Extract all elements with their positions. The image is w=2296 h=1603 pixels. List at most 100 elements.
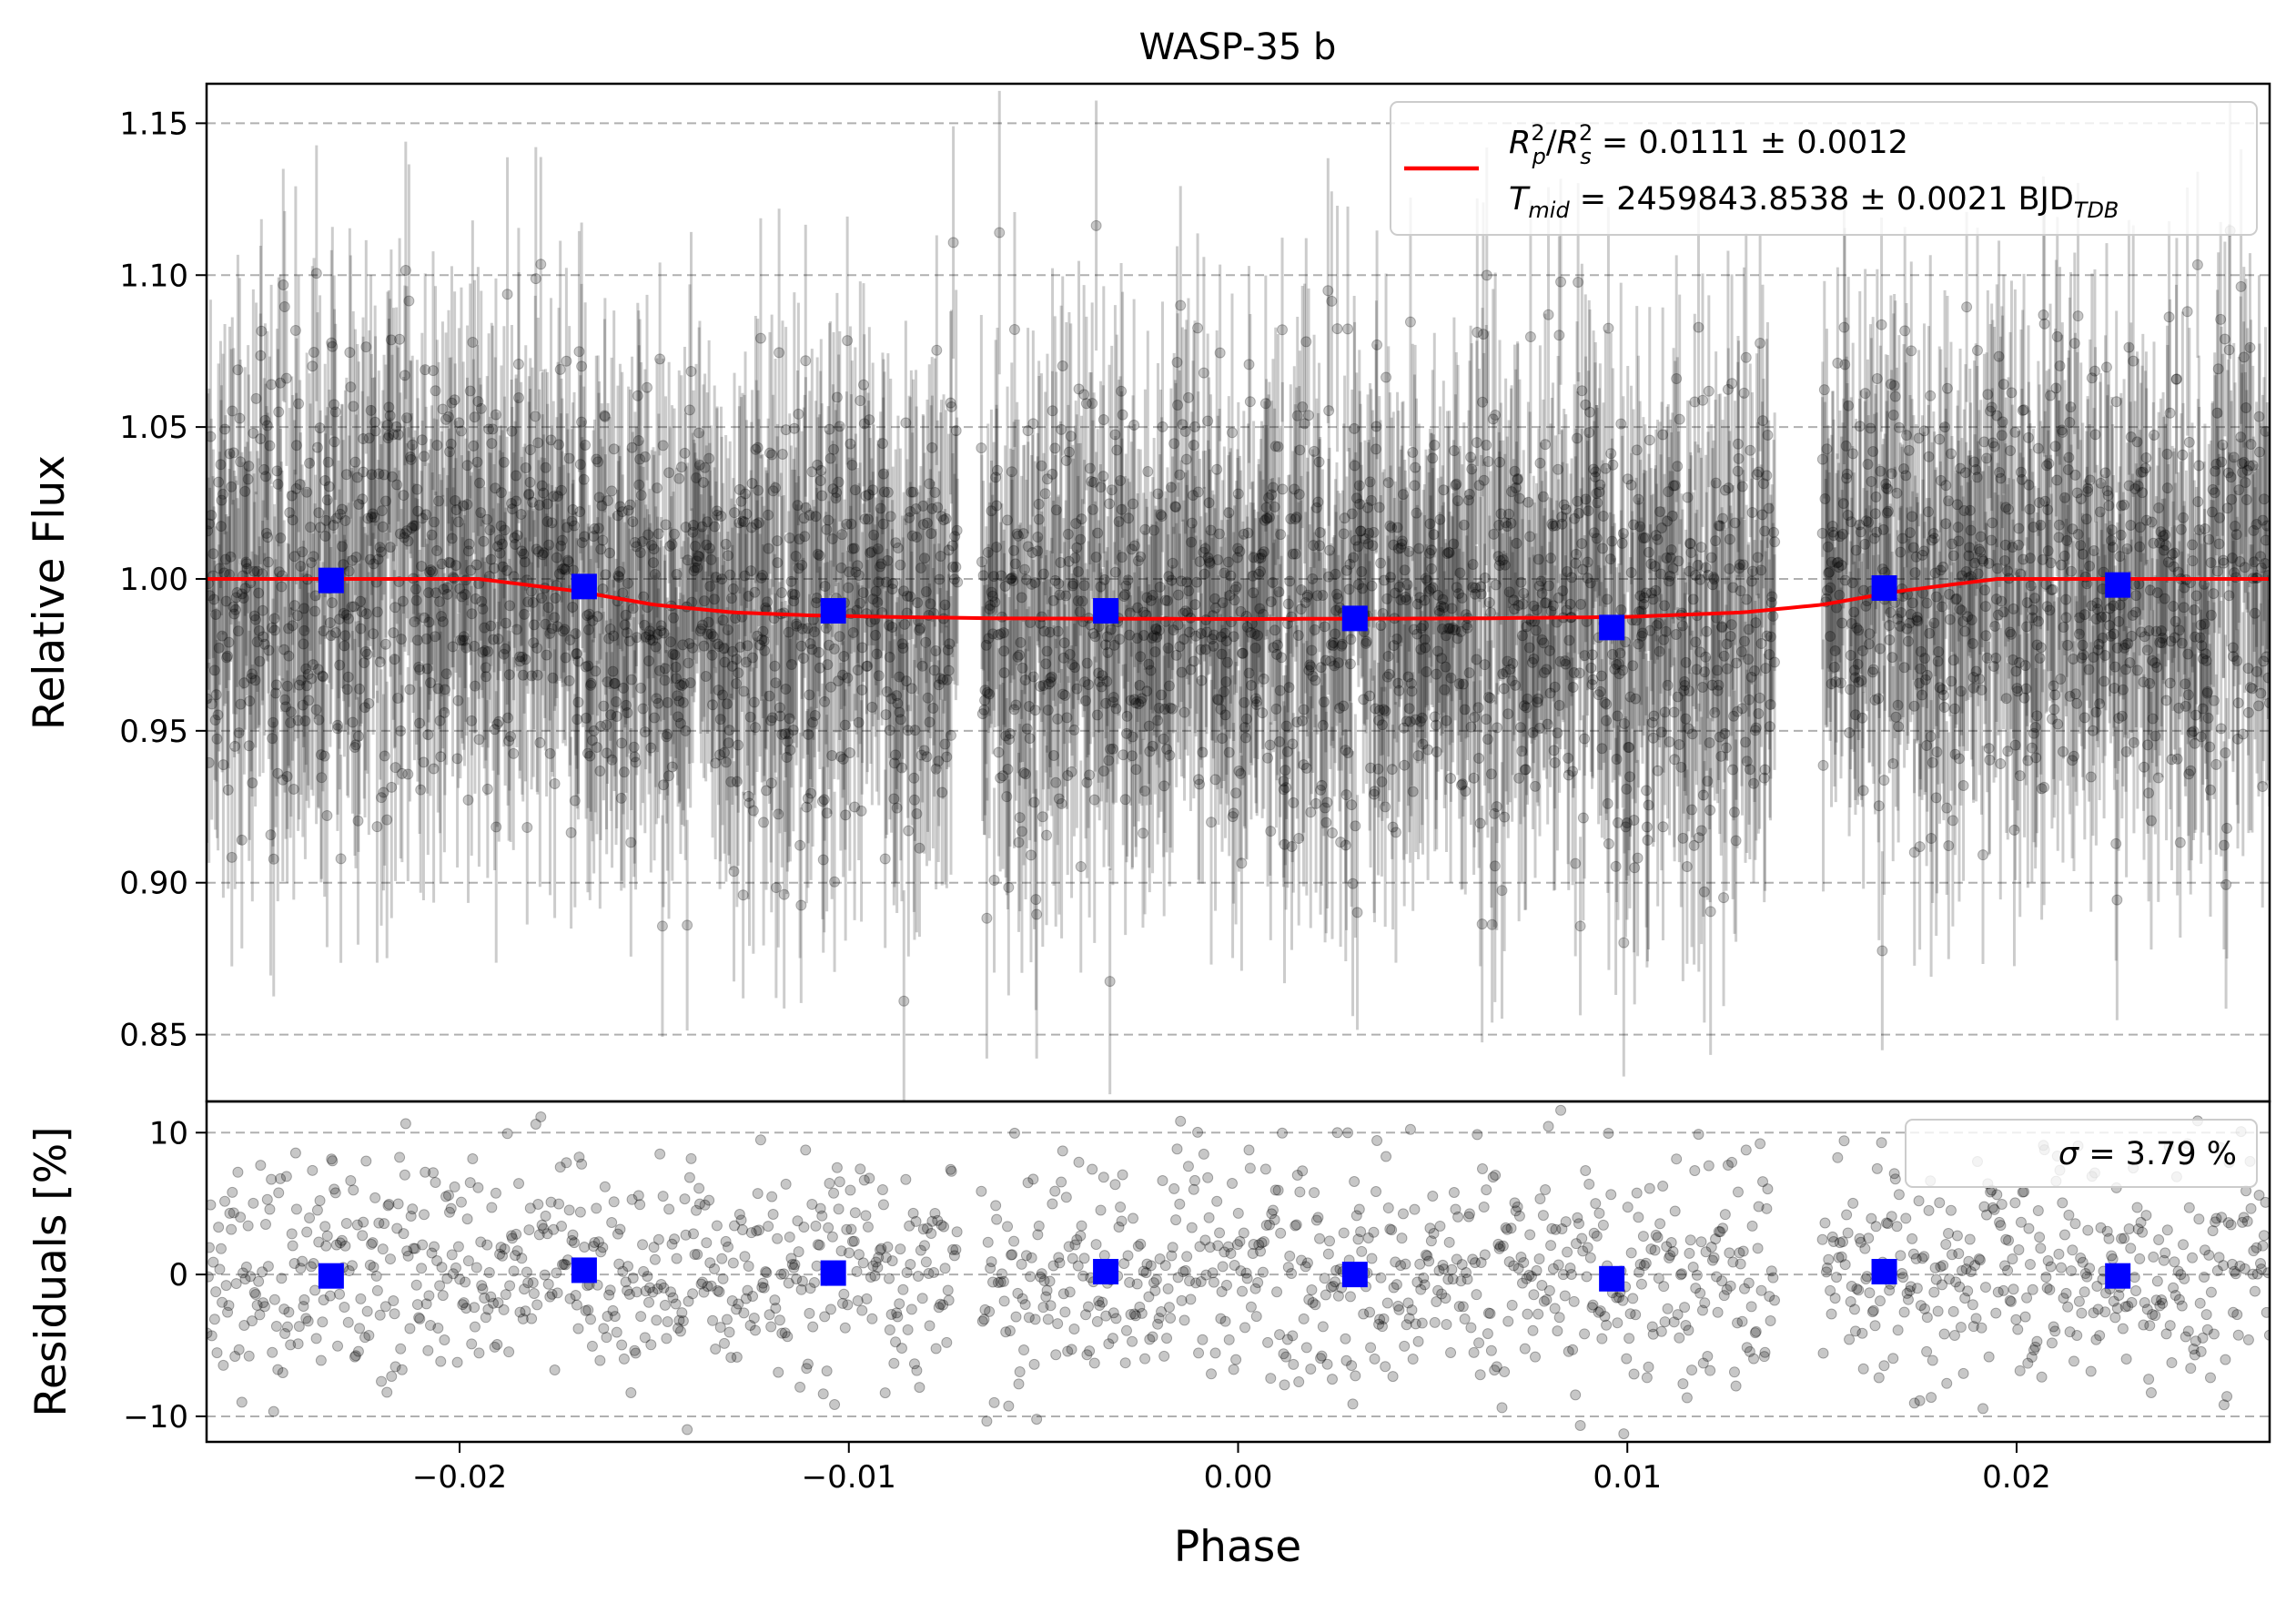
flux-point [549, 777, 561, 789]
flux-point [441, 588, 453, 600]
flux-point [334, 614, 346, 625]
flux-point [1265, 826, 1277, 837]
flux-point [351, 472, 363, 483]
flux-point [280, 701, 292, 713]
flux-point [340, 469, 352, 481]
flux-point [349, 739, 361, 751]
flux-point [253, 587, 265, 599]
flux-point [1701, 625, 1713, 637]
flux-point [417, 512, 429, 524]
flux-point [454, 583, 466, 594]
flux-point [236, 588, 248, 600]
flux-point [251, 636, 263, 648]
flux-point [267, 733, 278, 745]
flux-point [903, 825, 915, 837]
flux-point [1137, 827, 1148, 839]
flux-point [1574, 920, 1586, 932]
flux-point [300, 663, 312, 675]
flux-point [207, 548, 219, 560]
flux-point [389, 602, 401, 614]
flux-point [249, 675, 261, 686]
flux-point [301, 680, 313, 692]
flux-point [343, 613, 355, 624]
flux-point [394, 528, 406, 540]
flux-point [363, 697, 375, 709]
flux-point [1303, 410, 1315, 421]
flux-point [1029, 705, 1041, 716]
flux-point [1244, 396, 1256, 408]
flux-point [656, 920, 668, 932]
flux-point [1607, 459, 1619, 471]
flux-point [435, 751, 447, 763]
flux-point [358, 433, 369, 445]
flux-point [399, 370, 410, 381]
flux-point [1703, 385, 1714, 397]
flux-point [1404, 316, 1416, 328]
flux-point [346, 601, 358, 613]
flux-point [453, 417, 465, 429]
flux-point [1087, 398, 1098, 410]
flux-point [521, 822, 533, 834]
flux-point [217, 630, 228, 642]
flux-point [1489, 860, 1501, 872]
flux-point [309, 605, 321, 617]
flux-point [383, 430, 395, 441]
flux-point [355, 595, 367, 607]
flux-point [213, 476, 225, 488]
flux-point [1740, 351, 1752, 363]
flux-point [524, 444, 536, 456]
flux-point [319, 750, 330, 762]
flux-point [396, 634, 408, 645]
flux-point [355, 623, 367, 634]
flux-point [452, 516, 464, 528]
flux-point [462, 794, 474, 806]
flux-point [396, 767, 408, 779]
flux-point [357, 493, 369, 505]
flux-point [232, 625, 244, 637]
flux-point [217, 759, 229, 771]
flux-point [228, 601, 239, 613]
flux-point [1142, 465, 1154, 477]
flux-point [1039, 488, 1051, 500]
flux-point [410, 583, 421, 595]
flux-point [1326, 827, 1338, 839]
flux-point [530, 273, 541, 285]
flux-point [1473, 753, 1485, 765]
flux-point [346, 554, 358, 566]
flux-point [293, 398, 305, 410]
flux-point [285, 706, 297, 718]
flux-point [317, 670, 329, 682]
flux-point [376, 792, 388, 804]
flux-point [321, 494, 333, 506]
flux-point [402, 535, 414, 547]
flux-point [493, 715, 505, 727]
flux-point [392, 692, 404, 704]
flux-point [362, 512, 374, 524]
flux-point [278, 301, 290, 313]
flux-point [316, 772, 328, 784]
flux-point [365, 404, 377, 416]
flux-point [208, 665, 220, 676]
flux-point [232, 364, 244, 376]
flux-point [508, 747, 520, 759]
flux-point [260, 527, 272, 539]
flux-point [248, 427, 259, 439]
flux-point [313, 714, 325, 725]
flux-point [207, 509, 217, 521]
flux-point [379, 750, 390, 762]
flux-point [299, 715, 311, 727]
flux-point [430, 587, 441, 599]
flux-point [239, 485, 251, 497]
flux-point [1644, 434, 1655, 446]
flux-point [388, 627, 400, 639]
flux-point [405, 453, 417, 465]
flux-point [391, 479, 403, 491]
flux-point [403, 295, 415, 307]
flux-point [374, 542, 386, 553]
flux-point [283, 623, 295, 634]
flux-point [389, 654, 400, 665]
flux-point [1704, 906, 1716, 918]
flux-point [445, 438, 457, 450]
flux-point [293, 679, 305, 691]
flux-point [253, 625, 265, 637]
